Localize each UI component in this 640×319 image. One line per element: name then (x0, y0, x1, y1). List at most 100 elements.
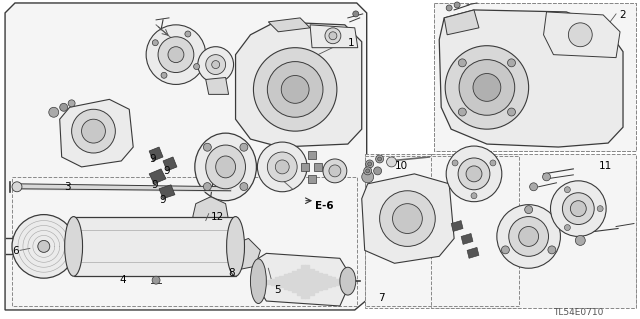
Polygon shape (467, 247, 479, 258)
Circle shape (525, 206, 532, 214)
Circle shape (12, 215, 76, 278)
Polygon shape (435, 3, 636, 151)
Polygon shape (439, 10, 623, 147)
Circle shape (81, 119, 106, 143)
Circle shape (564, 225, 570, 231)
Ellipse shape (340, 267, 356, 295)
Circle shape (325, 28, 341, 44)
Circle shape (12, 182, 22, 192)
Circle shape (466, 166, 482, 182)
Ellipse shape (216, 156, 236, 178)
Circle shape (563, 193, 594, 225)
Circle shape (445, 46, 529, 129)
Circle shape (161, 72, 167, 78)
Text: 9: 9 (149, 154, 156, 164)
Text: 3: 3 (63, 182, 70, 192)
Circle shape (323, 159, 347, 183)
Polygon shape (451, 220, 463, 232)
Bar (314, 163, 322, 171)
Circle shape (508, 108, 515, 116)
Circle shape (329, 165, 341, 177)
Circle shape (362, 171, 374, 183)
Text: 9: 9 (163, 166, 170, 176)
Text: 6: 6 (12, 246, 19, 256)
Circle shape (454, 2, 460, 8)
Circle shape (446, 5, 452, 11)
Circle shape (268, 152, 297, 182)
Polygon shape (149, 147, 163, 161)
Circle shape (387, 157, 397, 167)
Circle shape (530, 183, 538, 191)
Text: 9: 9 (159, 195, 166, 205)
Bar (365, 156, 518, 306)
Polygon shape (205, 78, 228, 94)
Text: 7: 7 (378, 293, 384, 303)
Polygon shape (60, 99, 133, 167)
Circle shape (168, 47, 184, 63)
Circle shape (275, 160, 289, 174)
Circle shape (60, 103, 68, 111)
Polygon shape (268, 18, 310, 32)
Bar (308, 151, 316, 159)
Circle shape (575, 235, 585, 245)
Circle shape (281, 76, 309, 103)
Circle shape (212, 61, 220, 69)
Circle shape (446, 146, 502, 202)
Bar (308, 175, 316, 183)
Polygon shape (543, 12, 620, 58)
Circle shape (353, 11, 359, 17)
Circle shape (508, 59, 515, 67)
Circle shape (72, 109, 115, 153)
Text: E-6: E-6 (315, 201, 333, 211)
Polygon shape (362, 174, 454, 263)
Ellipse shape (227, 217, 244, 276)
Text: 12: 12 (211, 211, 224, 222)
Circle shape (568, 23, 592, 47)
Polygon shape (5, 3, 367, 310)
Circle shape (458, 59, 467, 67)
Circle shape (204, 182, 211, 190)
Text: 2: 2 (619, 10, 626, 20)
Circle shape (365, 160, 374, 168)
Circle shape (253, 48, 337, 131)
Text: 9: 9 (151, 180, 157, 190)
Circle shape (543, 173, 550, 181)
Text: 5: 5 (275, 285, 281, 295)
Circle shape (459, 60, 515, 115)
Circle shape (509, 217, 548, 256)
Circle shape (194, 63, 200, 70)
Polygon shape (149, 169, 166, 184)
Circle shape (49, 107, 59, 117)
Bar (74, 217, 236, 276)
Circle shape (240, 143, 248, 151)
Polygon shape (310, 25, 358, 48)
Polygon shape (228, 238, 260, 270)
Circle shape (378, 157, 381, 161)
Polygon shape (259, 253, 348, 306)
Circle shape (471, 193, 477, 199)
Bar (301, 163, 309, 171)
Ellipse shape (250, 259, 266, 303)
Text: 10: 10 (394, 161, 408, 171)
Text: 8: 8 (228, 268, 236, 278)
Circle shape (368, 162, 372, 166)
Ellipse shape (205, 145, 246, 189)
Circle shape (497, 205, 561, 268)
Circle shape (38, 241, 50, 252)
Circle shape (68, 100, 75, 107)
Polygon shape (365, 156, 636, 306)
Polygon shape (236, 22, 362, 147)
Polygon shape (163, 157, 177, 171)
Circle shape (204, 143, 211, 151)
Circle shape (198, 47, 234, 82)
Circle shape (374, 167, 381, 175)
Circle shape (152, 276, 160, 284)
Circle shape (518, 226, 539, 246)
Circle shape (564, 187, 570, 193)
Circle shape (458, 108, 467, 116)
Circle shape (392, 204, 422, 234)
Ellipse shape (195, 133, 257, 201)
Ellipse shape (65, 217, 83, 276)
Circle shape (458, 158, 490, 190)
Circle shape (158, 37, 194, 72)
